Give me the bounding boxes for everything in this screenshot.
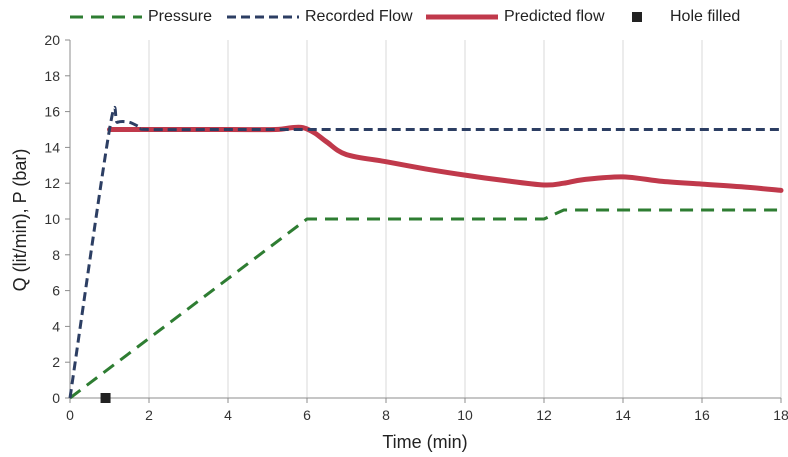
legend: Pressure Recorded Flow Predicted flow Ho… (0, 4, 788, 30)
y-tick-label-10: 10 (44, 211, 60, 227)
x-tick-label-18: 18 (773, 407, 788, 423)
y-tick-label-6: 6 (52, 283, 60, 299)
legend-label-pressure: Pressure (148, 8, 213, 25)
y-tick-labels: 0 2 4 6 8 10 12 14 16 18 20 (44, 32, 60, 406)
y-tick-label-4: 4 (52, 318, 60, 334)
axes (65, 39, 782, 403)
gridlines (148, 40, 782, 398)
legend-swatch-pressure (70, 15, 142, 19)
legend-swatch-hole-filled (632, 12, 642, 22)
y-tick-label-2: 2 (52, 354, 60, 370)
x-tick-label-6: 6 (303, 407, 311, 423)
x-tick-label-4: 4 (224, 407, 232, 423)
x-axis-title: Time (min) (382, 432, 467, 452)
legend-item-hole-filled: Hole filled (596, 4, 740, 30)
y-tick-label-0: 0 (52, 390, 60, 406)
legend-item-recorded-flow: Recorded Flow (225, 4, 413, 30)
y-tick-label-12: 12 (44, 175, 60, 191)
y-tick-label-14: 14 (44, 139, 60, 155)
y-tick-label-16: 16 (44, 104, 60, 120)
series-line-recorded-flow (68, 105, 781, 399)
x-tick-label-16: 16 (694, 407, 710, 423)
x-tick-label-14: 14 (615, 407, 631, 423)
x-tick-label-12: 12 (536, 407, 552, 423)
series-lines (68, 105, 784, 403)
series-line-pressure (69, 208, 781, 400)
hole-filled-marker (100, 393, 111, 403)
legend-swatch-predicted-flow (426, 14, 498, 20)
y-tick-label-18: 18 (44, 68, 60, 84)
x-tick-label-8: 8 (382, 407, 390, 423)
legend-swatch-recorded-flow (227, 15, 299, 19)
x-tick-label-0: 0 (66, 407, 74, 423)
x-tick-label-10: 10 (457, 407, 473, 423)
legend-label-recorded-flow: Recorded Flow (305, 8, 413, 25)
legend-label-predicted-flow: Predicted flow (504, 8, 605, 25)
series-line-predicted-flow (107, 124, 784, 193)
legend-item-predicted-flow: Predicted flow (424, 4, 605, 30)
legend-label-hole-filled: Hole filled (670, 8, 741, 25)
legend-item-pressure: Pressure (68, 4, 212, 30)
y-axis-title: Q (lit/min), P (bar) (10, 149, 30, 292)
y-tick-label-8: 8 (52, 247, 60, 263)
y-tick-label-20: 20 (44, 32, 60, 48)
x-tick-label-2: 2 (145, 407, 153, 423)
x-tick-labels: 0 2 4 6 8 10 12 14 16 18 (66, 407, 788, 423)
